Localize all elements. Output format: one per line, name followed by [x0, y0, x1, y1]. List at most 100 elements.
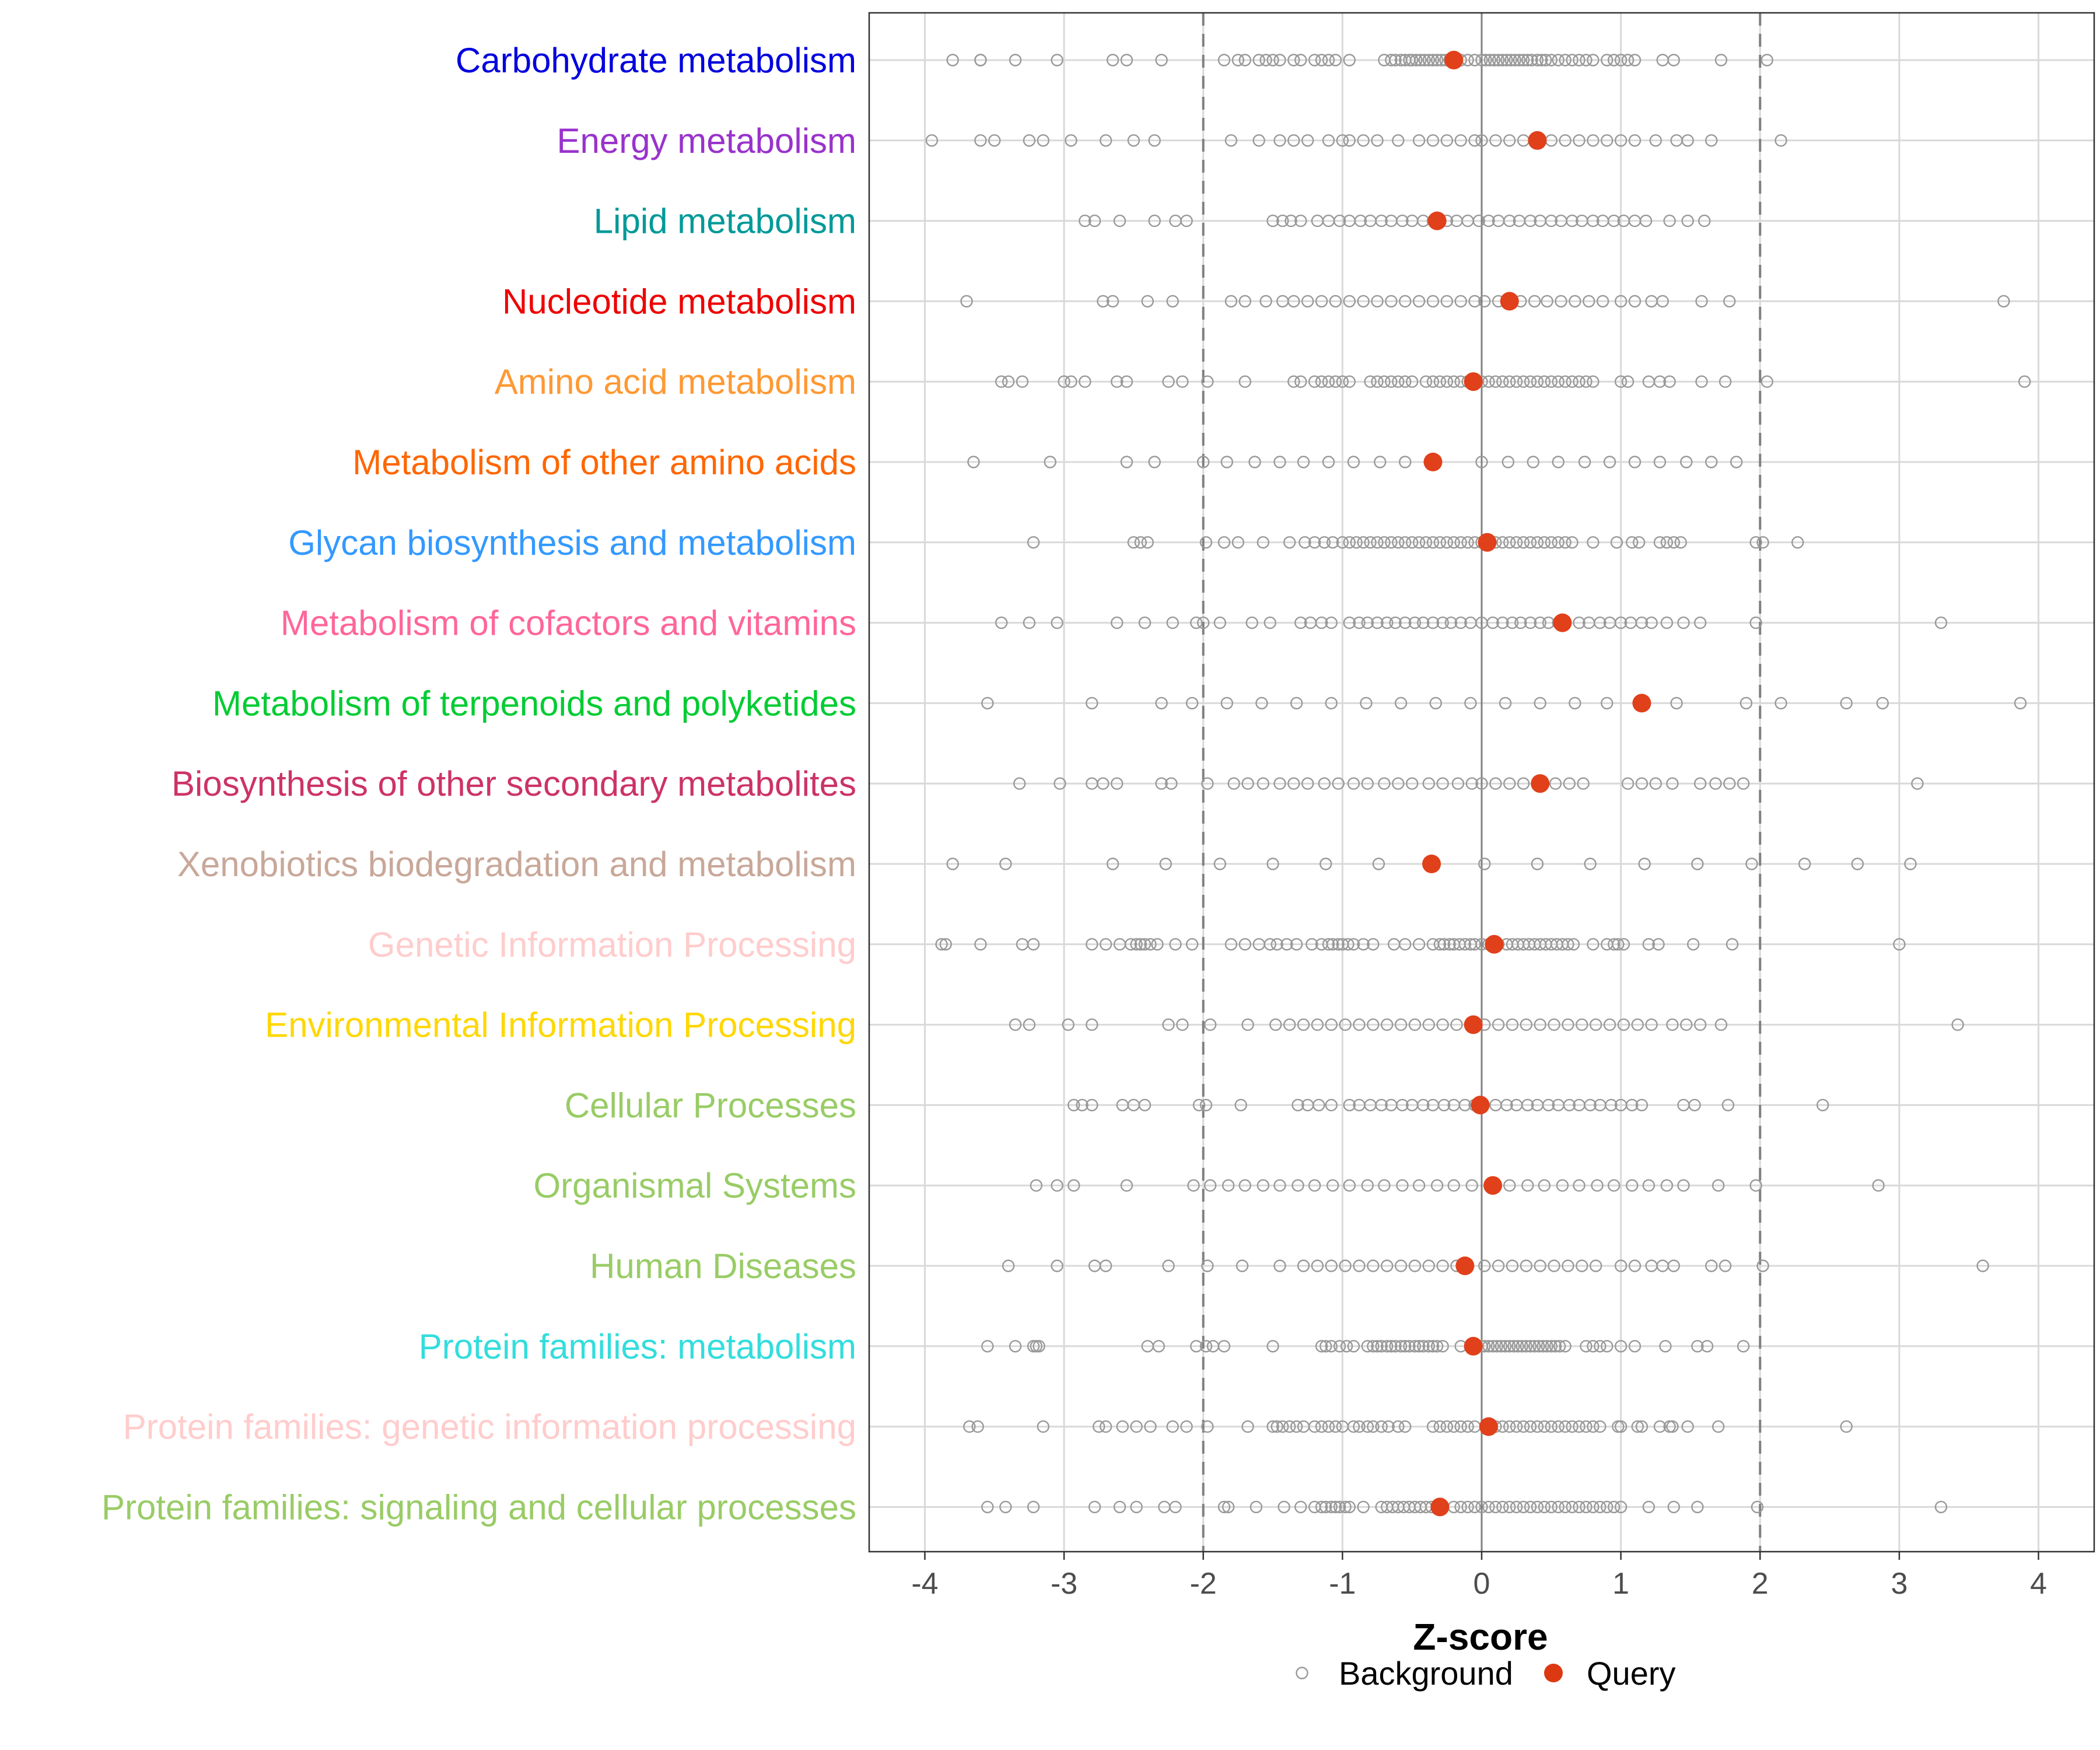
background-point [935, 938, 948, 951]
background-point [960, 295, 973, 308]
background-point [1440, 1420, 1454, 1433]
background-point [1872, 1179, 1885, 1192]
background-point [1396, 1098, 1409, 1112]
background-point [1695, 375, 1708, 388]
background-point [1152, 1340, 1166, 1353]
background-point [1130, 1420, 1143, 1433]
background-point [1645, 616, 1658, 629]
background-point [1322, 938, 1335, 951]
background-point [1238, 295, 1252, 308]
background-point [1308, 536, 1321, 549]
background-point [1353, 1259, 1366, 1272]
background-point [1507, 1340, 1520, 1353]
background-point [1224, 134, 1238, 147]
background-point [1220, 456, 1233, 468]
background-point [1396, 214, 1409, 228]
background-point [1951, 1018, 1964, 1031]
background-point [1478, 295, 1491, 308]
background-point [1315, 375, 1328, 388]
background-point [1705, 456, 1718, 468]
background-point [1496, 616, 1509, 629]
background-point [1559, 134, 1572, 147]
background-point [1322, 456, 1335, 468]
background-point [1392, 375, 1405, 388]
background-point [1185, 696, 1199, 710]
query-point [1455, 1256, 1475, 1275]
background-point [1301, 134, 1314, 147]
background-point [1412, 1179, 1426, 1192]
background-point [1503, 1179, 1516, 1192]
background-point [1408, 616, 1422, 629]
background-point [1645, 1018, 1658, 1031]
background-point [1294, 214, 1307, 228]
background-point [1488, 54, 1501, 66]
background-point [1549, 777, 1562, 790]
background-point [1283, 1420, 1296, 1433]
background-point [1199, 1340, 1213, 1353]
background-point [1527, 456, 1539, 468]
background-point [1502, 456, 1515, 468]
background-point [1378, 375, 1391, 388]
x-tick-label: 2 [1752, 1567, 1769, 1601]
category-label: Protein families: signaling and cellular… [102, 1488, 856, 1527]
background-point [1552, 375, 1564, 388]
background-point [1144, 938, 1157, 951]
background-point [1608, 214, 1620, 228]
background-point [1259, 295, 1272, 308]
background-point [1660, 1179, 1674, 1192]
background-point [1266, 54, 1279, 66]
background-point [1318, 777, 1331, 790]
background-point [1659, 1340, 1672, 1353]
category-label: Metabolism of other amino acids [352, 443, 856, 482]
background-point [1062, 1018, 1074, 1031]
background-point [1009, 1340, 1022, 1353]
background-point [1256, 1179, 1270, 1192]
category-label: Metabolism of cofactors and vitamins [281, 604, 856, 643]
background-point [1667, 54, 1681, 66]
background-point [1367, 1340, 1380, 1353]
background-point [1531, 536, 1544, 549]
background-point [971, 1420, 984, 1433]
background-point [1674, 536, 1687, 549]
background-point [1241, 1420, 1254, 1433]
background-point [1294, 1500, 1307, 1514]
background-point [1628, 54, 1642, 66]
background-point [1468, 134, 1481, 147]
background-point [1361, 777, 1374, 790]
background-point [1718, 375, 1732, 388]
background-point [1503, 375, 1516, 388]
background-point [1649, 134, 1662, 147]
background-point [1399, 456, 1412, 468]
background-point [1454, 1420, 1467, 1433]
background-point [1343, 375, 1356, 388]
x-axis-title: Z-score [1413, 1616, 1548, 1658]
x-tick-label: -4 [911, 1567, 938, 1601]
background-point [1086, 1098, 1098, 1112]
background-point [1714, 1018, 1728, 1031]
background-point [1447, 1420, 1460, 1433]
background-point [1840, 1420, 1853, 1433]
background-point [1287, 134, 1300, 147]
background-point [1454, 536, 1467, 549]
background-point [1197, 456, 1210, 468]
background-point [1563, 1098, 1576, 1112]
background-point [1541, 295, 1553, 308]
background-point [1410, 54, 1423, 66]
background-point [1408, 1340, 1422, 1353]
background-point [1417, 1340, 1430, 1353]
background-point [1760, 54, 1773, 66]
background-point [1893, 938, 1906, 951]
background-point [1297, 1259, 1310, 1272]
background-point [1389, 1340, 1402, 1353]
background-point [1051, 1179, 1063, 1192]
background-point [1044, 456, 1056, 468]
background-point [1631, 1018, 1644, 1031]
background-point [1248, 456, 1261, 468]
category-label: Glycan biosynthesis and metabolism [288, 523, 856, 562]
background-point [1426, 1420, 1440, 1433]
background-point [1614, 54, 1628, 66]
background-point [1709, 777, 1722, 790]
background-point [1320, 1340, 1332, 1353]
background-point [1430, 1340, 1444, 1353]
background-point [1573, 1420, 1586, 1433]
